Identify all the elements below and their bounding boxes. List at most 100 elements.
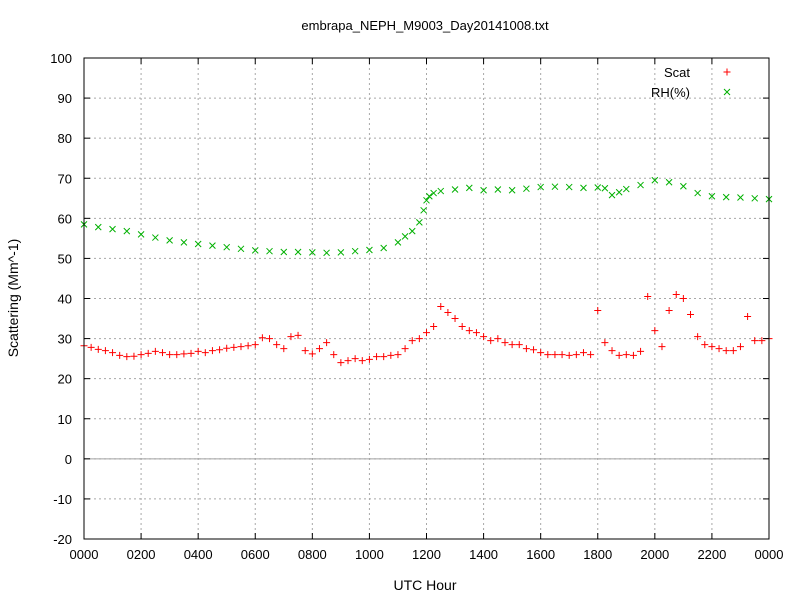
legend: Scat RH(%) bbox=[651, 65, 731, 100]
scat-point bbox=[494, 335, 502, 343]
rh-point bbox=[366, 246, 373, 254]
rh-point bbox=[237, 245, 245, 253]
x-tick-label: 1000 bbox=[355, 547, 384, 562]
y-tick-label: 50 bbox=[58, 251, 72, 266]
scat-point bbox=[266, 335, 274, 343]
rh-point bbox=[437, 187, 445, 195]
data-series bbox=[80, 176, 773, 367]
scat-point bbox=[637, 347, 645, 355]
scat-point bbox=[515, 341, 523, 349]
rh-point bbox=[680, 182, 687, 190]
rh-point bbox=[551, 183, 559, 191]
scat-point bbox=[622, 351, 630, 359]
scat-point bbox=[244, 342, 252, 350]
rh-point bbox=[537, 183, 545, 191]
rh-point bbox=[223, 243, 231, 251]
scat-point bbox=[530, 346, 538, 354]
scat-point bbox=[701, 341, 709, 349]
x-tick-label: 1600 bbox=[526, 547, 555, 562]
scat-point bbox=[223, 344, 231, 352]
scat-point bbox=[544, 351, 552, 359]
rh-point bbox=[565, 183, 573, 191]
scat-point bbox=[287, 333, 295, 341]
rh-point bbox=[615, 188, 623, 196]
rh-point bbox=[601, 184, 609, 192]
scat-point bbox=[615, 351, 623, 359]
rh-point bbox=[401, 233, 409, 240]
scat-point bbox=[151, 347, 159, 355]
scat-point bbox=[472, 329, 480, 337]
scat-point bbox=[694, 333, 702, 341]
x-tick-label: 1800 bbox=[583, 547, 612, 562]
scat-point bbox=[144, 349, 152, 357]
x-tick-label: 1400 bbox=[469, 547, 498, 562]
rh-point bbox=[337, 249, 345, 256]
scat-point bbox=[116, 351, 124, 359]
y-tick-label: 10 bbox=[58, 412, 72, 427]
rh-point bbox=[580, 184, 587, 192]
x-tick-label: 1200 bbox=[412, 547, 441, 562]
scat-point bbox=[487, 337, 495, 345]
rh-point bbox=[608, 191, 616, 199]
scat-point bbox=[330, 351, 338, 359]
scat-point bbox=[423, 329, 430, 337]
rh-point bbox=[708, 192, 716, 200]
scat-point bbox=[672, 290, 680, 298]
scat-point bbox=[608, 347, 616, 355]
scat-point bbox=[687, 311, 695, 319]
rh-point bbox=[351, 247, 359, 255]
scat-point bbox=[308, 350, 316, 358]
rh-point bbox=[123, 227, 131, 235]
y-tick-label: 0 bbox=[65, 452, 72, 467]
scat-point bbox=[522, 345, 530, 353]
rh-point bbox=[416, 218, 423, 226]
rh-point bbox=[751, 194, 759, 202]
y-tick-label: -10 bbox=[53, 492, 72, 507]
rh-point bbox=[266, 247, 273, 255]
scat-point bbox=[101, 347, 109, 355]
series-rh bbox=[80, 176, 773, 257]
rh-point bbox=[426, 192, 433, 200]
scat-point bbox=[729, 347, 737, 355]
scat-point bbox=[458, 323, 466, 331]
legend-label: Scat bbox=[664, 65, 690, 80]
y-tick-label: 20 bbox=[58, 372, 72, 387]
rh-point bbox=[194, 240, 202, 248]
scat-point bbox=[301, 347, 309, 355]
scat-point bbox=[679, 295, 687, 302]
scat-point bbox=[758, 337, 766, 345]
scat-point bbox=[365, 355, 373, 363]
rh-point bbox=[494, 186, 502, 193]
rh-point bbox=[380, 244, 388, 252]
rh-point bbox=[408, 227, 416, 235]
scat-point bbox=[230, 343, 238, 351]
scat-point bbox=[109, 349, 117, 357]
rh-point bbox=[622, 185, 630, 193]
scat-point bbox=[187, 349, 195, 357]
y-tick-label: 60 bbox=[58, 211, 72, 226]
scat-point bbox=[715, 345, 723, 353]
rh-point bbox=[423, 196, 430, 204]
scat-point bbox=[130, 352, 138, 360]
y-tick-label: 30 bbox=[58, 332, 72, 347]
chart-title: embrapa_NEPH_M9003_Day20141008.txt bbox=[301, 18, 549, 33]
y-tick-label: 90 bbox=[58, 91, 72, 106]
rh-point bbox=[694, 189, 701, 197]
scat-point bbox=[216, 346, 224, 354]
scat-point bbox=[137, 351, 145, 359]
x-tick-label: 0000 bbox=[755, 547, 784, 562]
rh-point bbox=[394, 239, 402, 246]
scat-point bbox=[651, 327, 659, 335]
rh-point bbox=[722, 193, 730, 201]
scat-point bbox=[401, 345, 409, 353]
scat-point bbox=[537, 349, 545, 357]
scat-point bbox=[751, 337, 759, 345]
scat-point bbox=[273, 341, 281, 349]
x-tick-label: 0800 bbox=[298, 547, 327, 562]
rh-point bbox=[209, 242, 216, 249]
scat-point bbox=[501, 339, 509, 347]
scat-point bbox=[337, 359, 345, 367]
rh-point bbox=[508, 186, 516, 194]
scat-point bbox=[708, 343, 716, 351]
